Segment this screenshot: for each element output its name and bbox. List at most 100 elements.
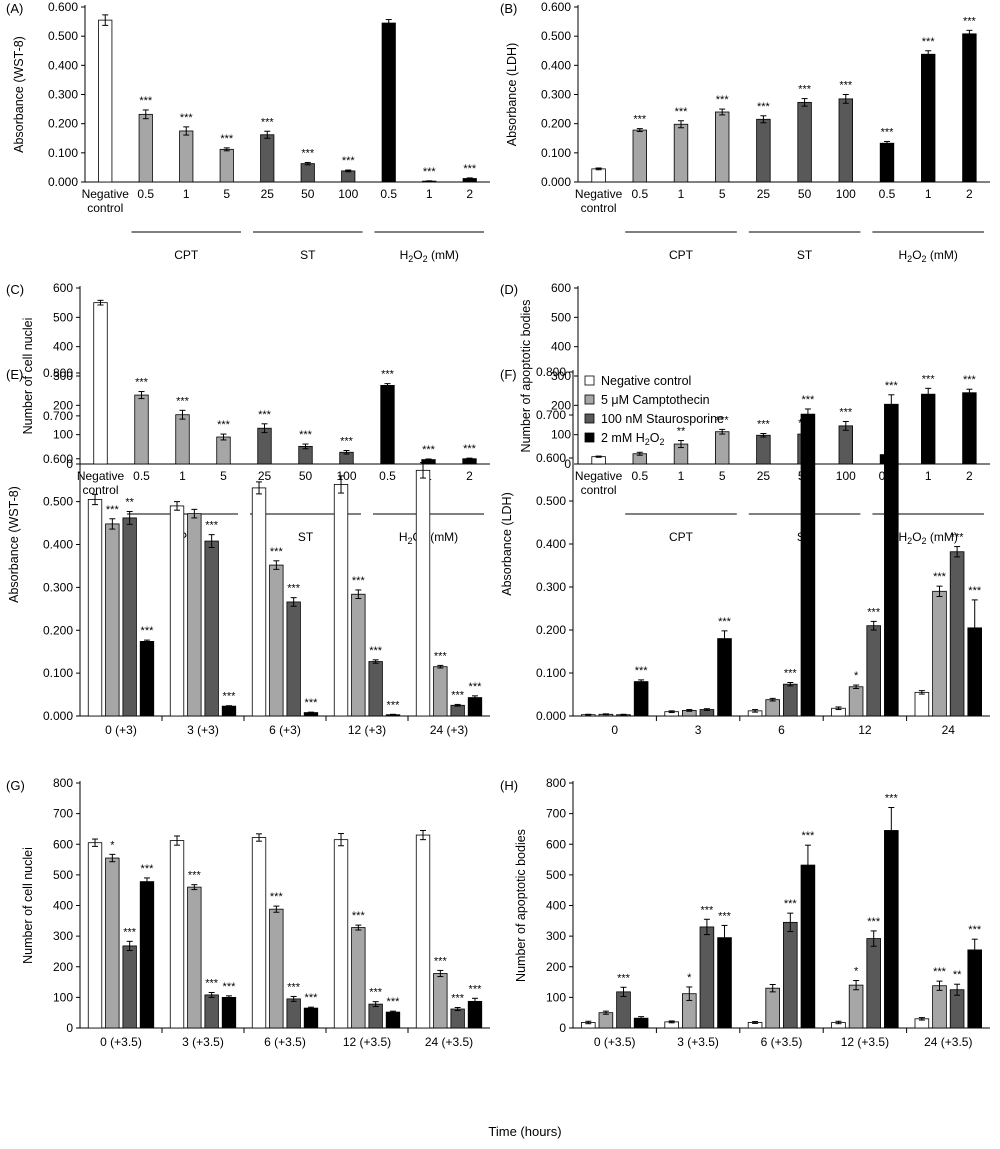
significance-label: *** [381, 369, 395, 381]
bar [87, 499, 103, 717]
x-tick-label: 25 [258, 469, 272, 483]
significance-label: *** [801, 394, 815, 406]
y-tick-label: 800 [546, 776, 566, 790]
significance-label: *** [968, 924, 982, 936]
y-tick-label: 400 [551, 340, 571, 354]
significance-label: *** [451, 689, 465, 701]
bar [221, 705, 237, 717]
x-tick-label: Negative [82, 187, 130, 201]
y-tick-label: 0.000 [48, 175, 78, 189]
y-tick-label: 600 [551, 281, 571, 295]
significance-label: *** [798, 84, 812, 96]
panel-letter: (F) [500, 367, 517, 382]
significance-label: *** [839, 406, 853, 418]
bar [866, 625, 881, 717]
x-tick-label: Negative [575, 469, 623, 483]
bar [932, 590, 947, 717]
significance-label: *** [617, 972, 631, 984]
significance-label: *** [106, 504, 120, 516]
bar [204, 994, 219, 1029]
x-tick-label: 24 (+3) [430, 723, 468, 737]
significance-label: *** [784, 898, 798, 910]
x-tick-label: 12 (+3.5) [841, 1035, 889, 1049]
bar [848, 686, 864, 717]
chart-panel: (F)0.0000.1000.2000.3000.4000.5000.6000.… [500, 365, 990, 737]
bar [800, 413, 816, 717]
y-tick-label: 0.400 [43, 538, 73, 552]
significance-label: *** [451, 992, 465, 1004]
bar [204, 540, 219, 717]
y-tick-label: 0.500 [43, 495, 73, 509]
significance-label: *** [784, 667, 798, 679]
bar [838, 98, 853, 183]
significance-label: * [854, 966, 859, 978]
y-tick-label: 0.100 [43, 666, 73, 680]
significance-label: *** [968, 585, 982, 597]
significance-label: *** [718, 910, 732, 922]
bar [884, 830, 899, 1029]
y-tick-label: 0 [66, 457, 73, 471]
bar [591, 168, 606, 183]
bar [303, 1007, 319, 1029]
significance-label: *** [340, 436, 354, 448]
y-axis-label: Absorbance (LDH) [505, 43, 519, 147]
bar [139, 881, 155, 1029]
significance-label: *** [867, 606, 881, 618]
y-tick-label: 300 [53, 929, 73, 943]
bar [187, 886, 202, 1029]
y-tick-label: 0.300 [43, 580, 73, 594]
x-tick-label: 6 (+3.5) [264, 1035, 306, 1049]
y-tick-label: 0.000 [536, 709, 566, 723]
x-tick-label: 0.5 [379, 469, 396, 483]
y-tick-label: 0.600 [541, 0, 571, 14]
y-tick-label: 400 [53, 340, 73, 354]
bar [967, 949, 983, 1029]
significance-label: *** [139, 95, 153, 107]
bar [756, 434, 771, 465]
bar [921, 393, 936, 465]
significance-label: *** [270, 891, 284, 903]
significance-label: *** [963, 15, 977, 27]
group-label: ST [797, 248, 813, 262]
significance-label: *** [422, 444, 436, 456]
x-tick-label: 2 [466, 187, 473, 201]
x-tick-label: control [82, 483, 118, 497]
figure-x-axis-label: Time (hours) [488, 1124, 561, 1139]
significance-label: *** [270, 546, 284, 558]
y-tick-label: 0 [564, 457, 571, 471]
x-tick-label: 25 [757, 187, 771, 201]
significance-label: *** [757, 418, 771, 430]
chart-panel: (E) 0.000 0.100 0.200 0.300 0.400 0.500 0.600 0.… [6, 366, 490, 737]
bar [221, 996, 237, 1029]
y-tick-label: 0.100 [536, 666, 566, 680]
panel-letter: (H) [500, 778, 518, 793]
significance-label: *** [951, 532, 965, 544]
y-tick-label: 0.500 [48, 29, 78, 43]
significance-label: *** [469, 983, 483, 995]
x-tick-label: 12 (+3.5) [343, 1035, 391, 1049]
y-tick-label: 0.200 [48, 117, 78, 131]
y-tick-label: 0.800 [43, 366, 73, 380]
bar [783, 683, 798, 717]
x-tick-label: 50 [299, 469, 313, 483]
panel-letter: (C) [6, 282, 24, 297]
y-tick-label: 500 [546, 868, 566, 882]
y-tick-label: 200 [53, 398, 73, 412]
bar [300, 163, 315, 183]
x-tick-label: 3 (+3.5) [182, 1035, 224, 1049]
bar [286, 601, 301, 717]
bar [797, 101, 812, 183]
group-label: ST [298, 530, 314, 544]
y-tick-label: 0.400 [541, 58, 571, 72]
bar [251, 837, 267, 1029]
significance-label: *** [716, 414, 730, 426]
x-tick-label: Negative [575, 187, 623, 201]
y-tick-label: 300 [53, 369, 73, 383]
x-tick-label: 0.5 [631, 469, 648, 483]
bar [351, 927, 366, 1029]
y-tick-label: 0.700 [536, 408, 566, 422]
significance-label: *** [387, 699, 401, 711]
x-tick-label: 1 [678, 187, 685, 201]
